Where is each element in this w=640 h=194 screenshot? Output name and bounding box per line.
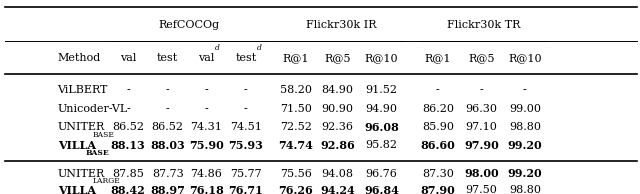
Text: 98.80: 98.80 [509, 185, 541, 194]
Text: 87.85: 87.85 [112, 169, 144, 179]
Text: 75.93: 75.93 [228, 140, 263, 151]
Text: LARGE: LARGE [93, 177, 120, 185]
Text: 74.86: 74.86 [190, 169, 222, 179]
Text: 75.77: 75.77 [230, 169, 262, 179]
Text: 76.71: 76.71 [228, 185, 263, 194]
Text: 99.20: 99.20 [508, 168, 542, 179]
Text: d: d [215, 43, 220, 52]
Text: 74.74: 74.74 [278, 140, 313, 151]
Text: 94.24: 94.24 [320, 185, 355, 194]
Text: test: test [157, 53, 179, 63]
Text: 87.30: 87.30 [422, 169, 454, 179]
Text: val: val [120, 53, 136, 63]
Text: 87.73: 87.73 [152, 169, 184, 179]
Text: 84.90: 84.90 [321, 85, 353, 95]
Text: 94.90: 94.90 [365, 104, 397, 114]
Text: R@10: R@10 [508, 53, 541, 63]
Text: 92.36: 92.36 [321, 122, 353, 132]
Text: 96.08: 96.08 [364, 122, 399, 133]
Text: 88.97: 88.97 [150, 185, 185, 194]
Text: 76.18: 76.18 [189, 185, 223, 194]
Text: R@5: R@5 [324, 53, 351, 63]
Text: R@5: R@5 [468, 53, 495, 63]
Text: 74.51: 74.51 [230, 122, 262, 132]
Text: 72.52: 72.52 [280, 122, 312, 132]
Text: 96.76: 96.76 [365, 169, 397, 179]
Text: 85.90: 85.90 [422, 122, 454, 132]
Text: R@10: R@10 [365, 53, 398, 63]
Text: 88.13: 88.13 [111, 140, 145, 151]
Text: -: - [166, 104, 170, 114]
Text: R@1: R@1 [424, 53, 451, 63]
Text: 75.56: 75.56 [280, 169, 312, 179]
Text: -: - [244, 85, 248, 95]
Text: -: - [479, 85, 483, 95]
Text: d: d [257, 43, 262, 52]
Text: -: - [204, 104, 208, 114]
Text: BASE: BASE [86, 149, 109, 157]
Text: VILLA: VILLA [58, 140, 95, 151]
Text: Flickr30k TR: Flickr30k TR [447, 20, 520, 30]
Text: Unicoder-VL: Unicoder-VL [58, 104, 128, 114]
Text: -: - [126, 104, 130, 114]
Text: 97.10: 97.10 [465, 122, 497, 132]
Text: ViLBERT: ViLBERT [58, 85, 108, 95]
Text: 97.50: 97.50 [465, 185, 497, 194]
Text: VILLA: VILLA [58, 185, 95, 194]
Text: 88.42: 88.42 [111, 185, 145, 194]
Text: 98.80: 98.80 [509, 122, 541, 132]
Text: 58.20: 58.20 [280, 85, 312, 95]
Text: 95.82: 95.82 [365, 140, 397, 151]
Text: 86.20: 86.20 [422, 104, 454, 114]
Text: -: - [523, 85, 527, 95]
Text: -: - [166, 85, 170, 95]
Text: 97.90: 97.90 [464, 140, 499, 151]
Text: test: test [235, 53, 257, 63]
Text: 90.90: 90.90 [321, 104, 353, 114]
Text: 92.86: 92.86 [320, 140, 355, 151]
Text: Flickr30k IR: Flickr30k IR [305, 20, 376, 30]
Text: 71.50: 71.50 [280, 104, 312, 114]
Text: 76.26: 76.26 [278, 185, 313, 194]
Text: 86.60: 86.60 [420, 140, 455, 151]
Text: -: - [244, 104, 248, 114]
Text: 94.08: 94.08 [321, 169, 353, 179]
Text: 98.00: 98.00 [464, 168, 499, 179]
Text: val: val [198, 53, 214, 63]
Text: UNITER: UNITER [58, 122, 105, 132]
Text: R@1: R@1 [282, 53, 309, 63]
Text: UNITER: UNITER [58, 169, 105, 179]
Text: -: - [204, 85, 208, 95]
Text: 96.30: 96.30 [465, 104, 497, 114]
Text: 99.00: 99.00 [509, 104, 541, 114]
Text: 74.31: 74.31 [190, 122, 222, 132]
Text: Method: Method [58, 53, 101, 63]
Text: 99.20: 99.20 [508, 140, 542, 151]
Text: 86.52: 86.52 [152, 122, 184, 132]
Text: -: - [126, 85, 130, 95]
Text: 87.90: 87.90 [420, 185, 455, 194]
Text: 88.03: 88.03 [150, 140, 185, 151]
Text: 86.52: 86.52 [112, 122, 144, 132]
Text: 75.90: 75.90 [189, 140, 223, 151]
Text: 91.52: 91.52 [365, 85, 397, 95]
Text: BASE: BASE [93, 131, 115, 139]
Text: -: - [436, 85, 440, 95]
Text: RefCOCOg: RefCOCOg [159, 20, 220, 30]
Text: 96.84: 96.84 [364, 185, 399, 194]
